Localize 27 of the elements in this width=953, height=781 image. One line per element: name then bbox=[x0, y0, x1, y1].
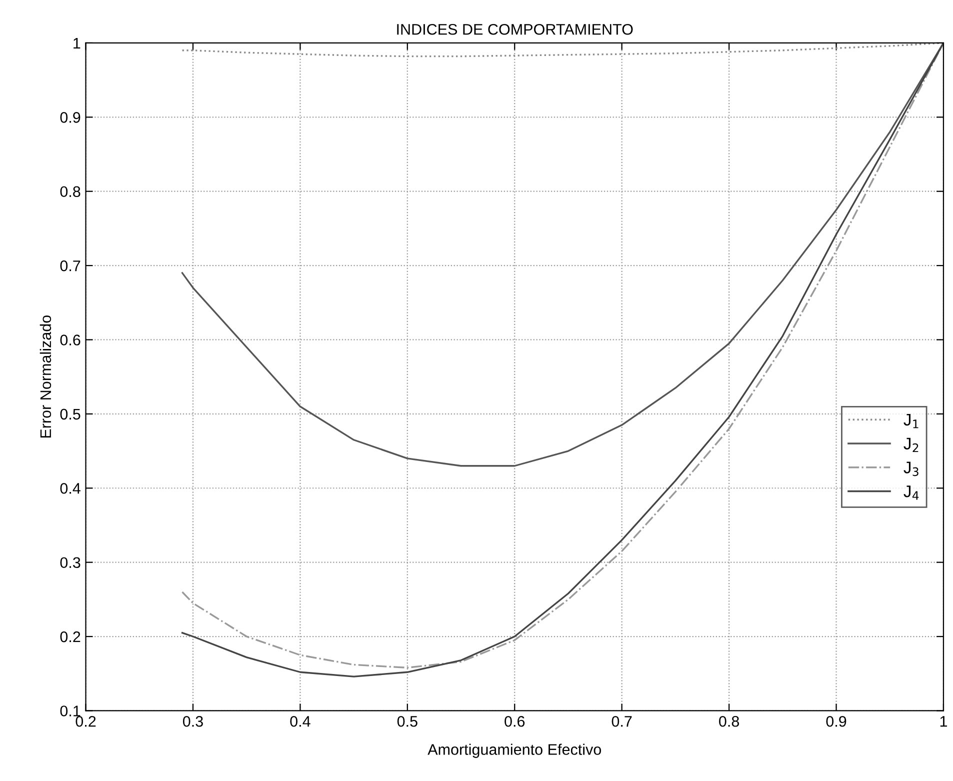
y-axis-title: Error Normalizado bbox=[40, 315, 52, 438]
y-tick-label: 1 bbox=[74, 38, 80, 48]
x-tick-label: 0.8 bbox=[719, 716, 739, 727]
y-tick-label: 0.5 bbox=[60, 408, 80, 420]
y-tick-label: 0.8 bbox=[60, 186, 80, 198]
x-tick-label: 0.2 bbox=[76, 716, 96, 727]
line-series bbox=[181, 42, 944, 58]
y-tick-label: 0.3 bbox=[60, 557, 80, 568]
y-tick-label: 0.9 bbox=[60, 112, 80, 123]
x-tick-label: 0.9 bbox=[826, 716, 846, 727]
x-tick-label: 0.3 bbox=[182, 716, 203, 727]
legend-label: J$_{4}$ bbox=[904, 486, 919, 500]
legend-label: J$_{3}$ bbox=[904, 462, 918, 476]
x-tick-label: 0.5 bbox=[397, 716, 418, 727]
y-tick-label: 0.4 bbox=[60, 482, 80, 494]
x-tick-label: 1 bbox=[940, 716, 947, 727]
y-tick-label: 0.7 bbox=[60, 260, 80, 272]
x-tick-label: 0.7 bbox=[612, 716, 632, 727]
chart-title: INDICES DE COMPORTAMIENTO bbox=[397, 24, 633, 35]
x-tick-label: 0.4 bbox=[290, 716, 310, 727]
legend-label: J$_{1}$ bbox=[904, 414, 918, 428]
y-tick-label: 0.6 bbox=[60, 334, 80, 346]
x-axis-title: Amortiguamiento Efectivo bbox=[428, 744, 602, 758]
x-tick-label: 0.6 bbox=[504, 716, 525, 727]
y-tick-label: 0.1 bbox=[60, 706, 80, 716]
legend-label: J$_{2}$ bbox=[904, 438, 918, 452]
y-tick-label: 0.2 bbox=[60, 631, 80, 642]
